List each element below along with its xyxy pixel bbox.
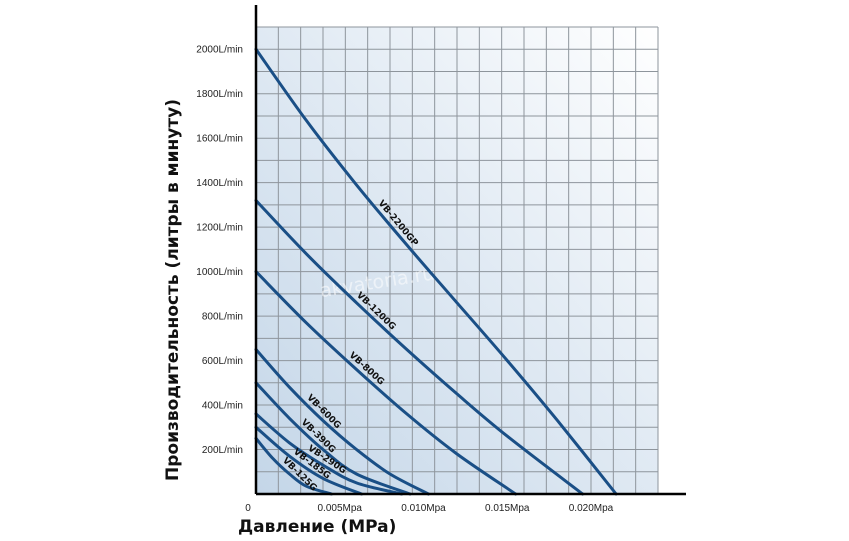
y-tick-label: 600L/min	[202, 356, 243, 367]
x-tick-label: 0.010Mpa	[401, 503, 446, 514]
x-tick-labels: 0 0.005Mpa 0.010Mpa 0.015Mpa 0.020Mpa	[245, 503, 613, 514]
y-tick-labels: 200L/min 400L/min 600L/min 800L/min 1000L/mi…	[196, 45, 243, 456]
y-tick-label: 1000L/min	[196, 267, 243, 278]
y-tick-label: 200L/min	[202, 445, 243, 456]
series-line-vb-390g	[254, 381, 412, 496]
y-tick-label: 800L/min	[202, 312, 243, 323]
x-tick-label: 0.020Mpa	[569, 503, 614, 514]
series-group	[254, 47, 618, 496]
y-tick-label: 400L/min	[202, 401, 243, 412]
series-line-vb-800g	[254, 270, 518, 496]
x-tick-label: 0.005Mpa	[318, 503, 363, 514]
x-tick-label: 0.015Mpa	[485, 503, 530, 514]
series-line-vb-290g	[254, 412, 404, 496]
y-tick-label: 1800L/min	[196, 89, 243, 100]
series-line-vb-125g	[254, 436, 333, 496]
y-tick-label: 1400L/min	[196, 178, 243, 189]
series-line-vb-185g	[254, 425, 363, 496]
series-line-vb-1200g	[254, 199, 585, 496]
y-axis-label: Производительность (литры в минуту)	[163, 99, 183, 481]
series-line-vb-2200gp	[254, 47, 618, 496]
y-tick-label: 2000L/min	[196, 45, 243, 56]
x-tick-label: 0	[245, 503, 251, 514]
series-line-vb-600g	[254, 348, 430, 496]
y-tick-label: 1600L/min	[196, 134, 243, 145]
x-axis-label: Давление (MPa)	[238, 517, 396, 537]
y-tick-label: 1200L/min	[196, 223, 243, 234]
